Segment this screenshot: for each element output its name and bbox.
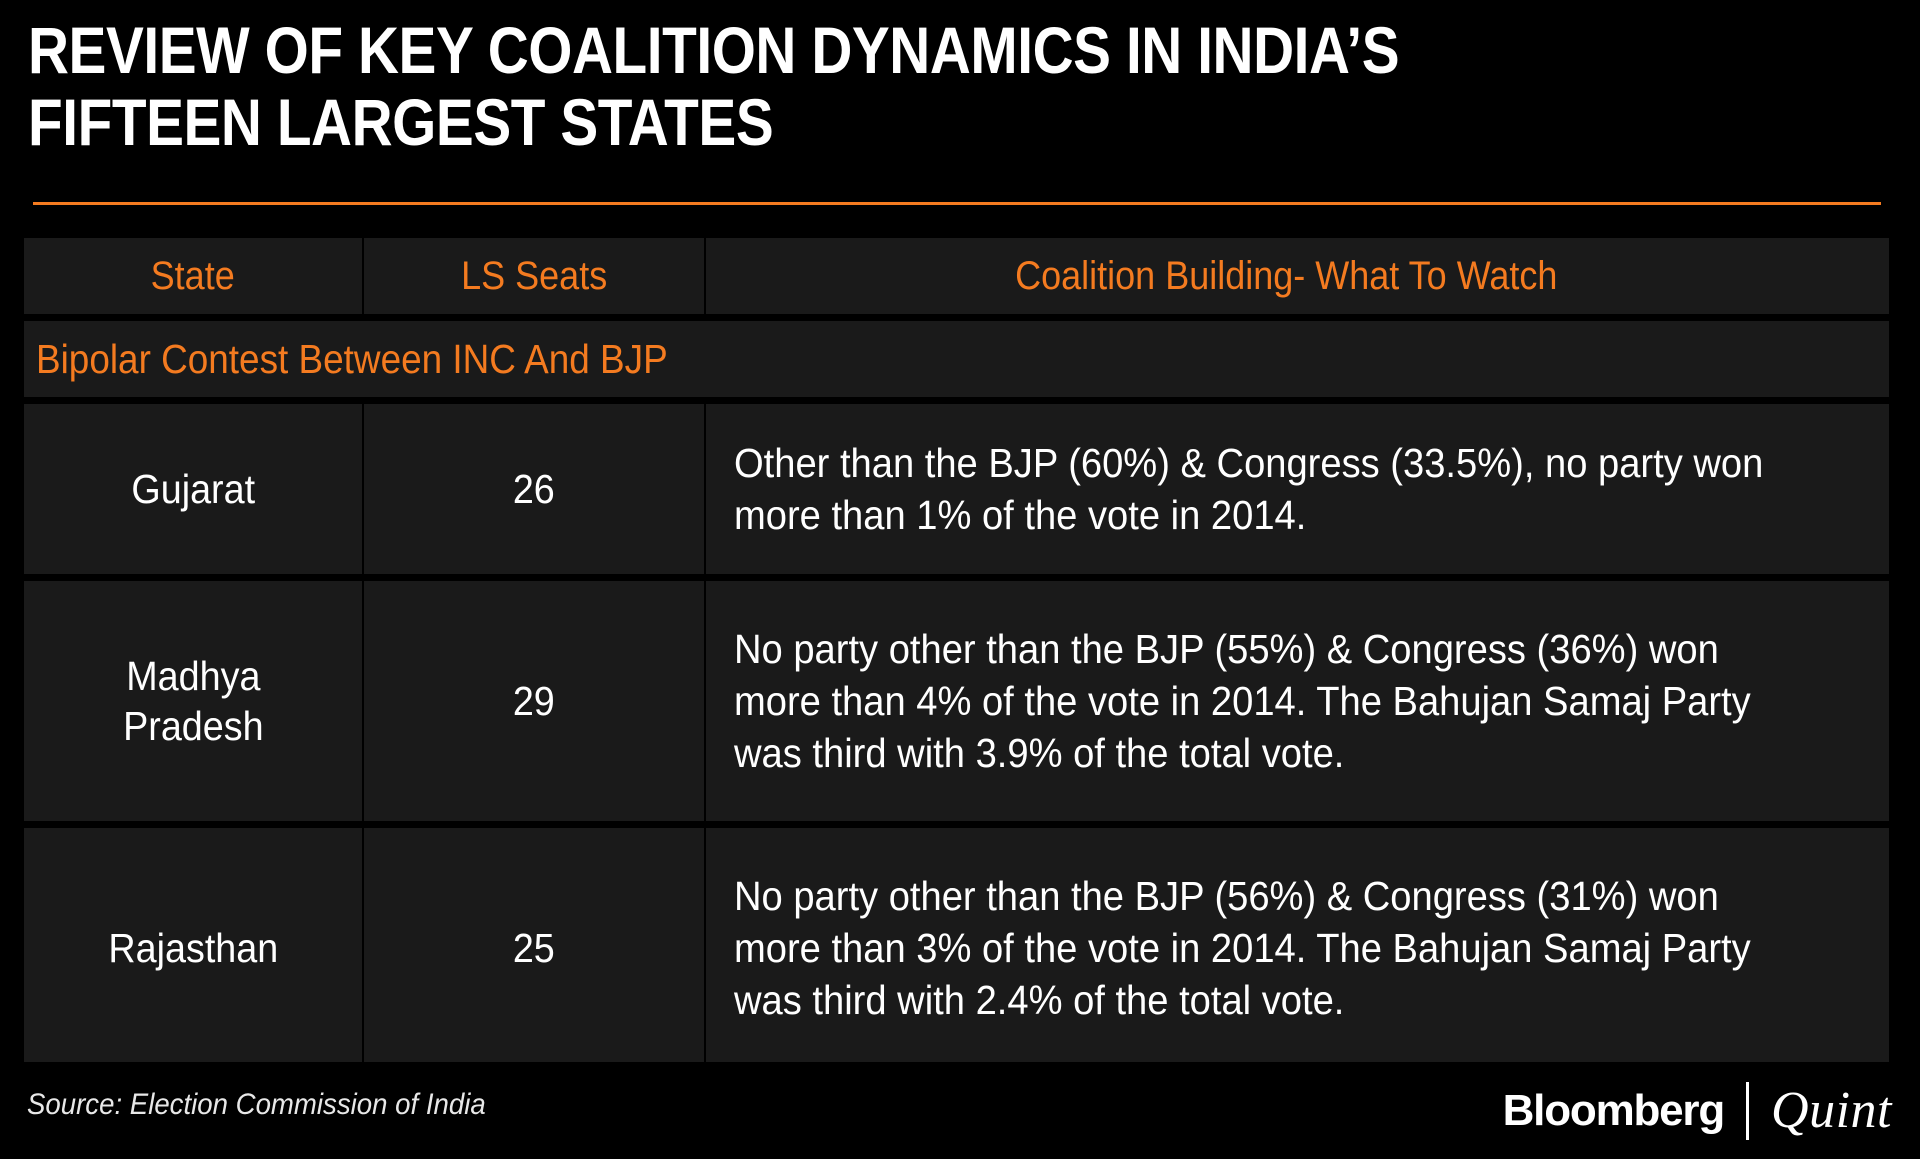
source-attribution: Source: Election Commission of India	[27, 1088, 486, 1121]
bloomberg-wordmark: Bloomberg	[1502, 1086, 1726, 1135]
coalition-note-text: Other than the BJP (60%) & Congress (33.…	[734, 440, 1764, 538]
cell-coalition-note: No party other than the BJP (55%) & Cong…	[706, 581, 1889, 821]
footer: Source: Election Commission of India Blo…	[0, 1062, 1920, 1159]
table-row: Rajasthan 25 No party other than the BJP…	[24, 828, 1889, 1068]
column-header-state: State	[24, 238, 362, 314]
column-header-coalition-building-label: Coalition Building- What To Watch	[1015, 253, 1558, 298]
column-header-ls-seats-label: LS Seats	[460, 253, 608, 298]
cell-ls-seats: 26	[364, 404, 704, 574]
cell-coalition-note: Other than the BJP (60%) & Congress (33.…	[706, 404, 1889, 574]
section-header-row: Bipolar Contest Between INC And BJP	[24, 321, 1889, 397]
coalition-table: State LS Seats Coalition Building- What …	[24, 238, 1889, 1075]
bloomberg-quint-logo: Bloomberg Quint	[1503, 1082, 1892, 1140]
state-name: Madhya Pradesh	[122, 653, 264, 749]
ls-seats-value: 26	[513, 465, 555, 512]
cell-state: Gujarat	[24, 404, 362, 574]
state-name: Gujarat	[131, 466, 255, 512]
coalition-note-text: No party other than the BJP (55%) & Cong…	[734, 626, 1751, 776]
column-header-ls-seats: LS Seats	[364, 238, 704, 314]
column-header-state-label: State	[150, 253, 236, 298]
section-header-label: Bipolar Contest Between INC And BJP	[36, 335, 668, 382]
cell-state: Rajasthan	[24, 828, 362, 1068]
quint-wordmark: Quint	[1771, 1082, 1892, 1139]
title-divider-rule	[33, 202, 1881, 205]
cell-state: Madhya Pradesh	[24, 581, 362, 821]
title-block: REVIEW OF KEY COALITION DYNAMICS IN INDI…	[28, 14, 1888, 158]
table-row: Madhya Pradesh 29 No party other than th…	[24, 581, 1889, 821]
cell-coalition-note: No party other than the BJP (56%) & Cong…	[706, 828, 1889, 1068]
cell-ls-seats: 29	[364, 581, 704, 821]
column-header-coalition-building: Coalition Building- What To Watch	[706, 238, 1889, 314]
logo-divider	[1746, 1082, 1750, 1140]
ls-seats-value: 29	[513, 677, 555, 724]
cell-ls-seats: 25	[364, 828, 704, 1068]
ls-seats-value: 25	[513, 924, 555, 971]
table-row: Gujarat 26 Other than the BJP (60%) & Co…	[24, 404, 1889, 574]
state-name: Rajasthan	[108, 925, 278, 971]
table-header-row: State LS Seats Coalition Building- What …	[24, 238, 1889, 314]
page-title: REVIEW OF KEY COALITION DYNAMICS IN INDI…	[28, 13, 1400, 159]
coalition-note-text: No party other than the BJP (56%) & Cong…	[734, 873, 1751, 1023]
